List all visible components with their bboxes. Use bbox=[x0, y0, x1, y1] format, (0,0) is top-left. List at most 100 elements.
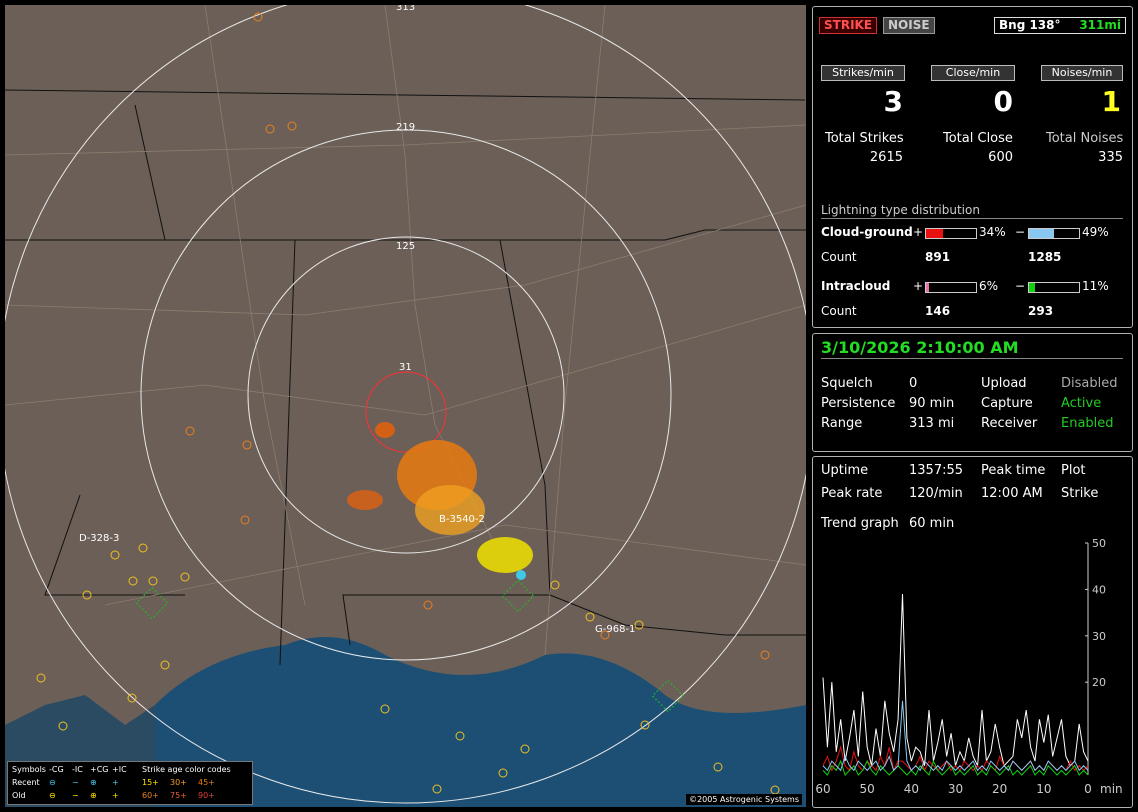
cg-negative-bar bbox=[1028, 228, 1080, 239]
plot-label: Plot bbox=[1061, 463, 1086, 478]
range-value[interactable]: 313 mi bbox=[909, 416, 955, 431]
trend-value[interactable]: 60 min bbox=[909, 516, 955, 531]
legend-pos-cg-old-icon: ⊕ bbox=[90, 791, 97, 800]
peak-rate-label: Peak rate bbox=[821, 486, 883, 501]
strike-cluster-orange bbox=[347, 422, 485, 535]
legend-pos-cg-recent-icon: ⊕ bbox=[90, 778, 97, 787]
noise-tab[interactable]: NOISE bbox=[883, 17, 935, 34]
legend-neg-ic-old-icon: − bbox=[72, 791, 79, 800]
legend-age-60: 60+ bbox=[142, 791, 159, 800]
distribution-title: Lightning type distribution bbox=[821, 203, 980, 217]
range-rings bbox=[5, 5, 806, 804]
ic-negative-count: 293 bbox=[1028, 304, 1054, 318]
x-tick-label-5: 10 bbox=[1036, 782, 1051, 796]
y-tick-label-2: 30 bbox=[1092, 630, 1106, 643]
noises-per-min-button[interactable]: Noises/min bbox=[1041, 65, 1123, 81]
capture-label: Capture bbox=[981, 396, 1033, 411]
legend-age-30: 30+ bbox=[170, 778, 187, 787]
x-unit-label: min bbox=[1100, 782, 1123, 796]
peak-rate-value: 120/min bbox=[909, 486, 963, 501]
uptime-value: 1357:55 bbox=[909, 463, 964, 478]
gulf-water bbox=[155, 637, 806, 807]
upload-label: Upload bbox=[981, 376, 1027, 391]
map-view[interactable]: 313 219 125 31 D-328-3 B-3540-2 G-968-1 … bbox=[5, 5, 806, 807]
legend-age-15: 15+ bbox=[142, 778, 159, 787]
persistence-label: Persistence bbox=[821, 396, 896, 411]
ic-positive-fill bbox=[926, 283, 929, 292]
legend-age-45: 45+ bbox=[198, 778, 215, 787]
cg-negative-count: 1285 bbox=[1028, 250, 1062, 264]
scattered-strikes bbox=[36, 543, 780, 795]
cg-negative-fill bbox=[1029, 229, 1054, 238]
range-label: Range bbox=[821, 416, 863, 431]
ic-plus-sign: + bbox=[913, 279, 924, 293]
trend-panel: Uptime 1357:55 Peak time Plot Peak rate … bbox=[812, 456, 1133, 808]
close-per-min-value: 0 bbox=[993, 85, 1013, 118]
noises-per-min-value: 1 bbox=[1101, 85, 1121, 118]
legend-age-75: 75+ bbox=[170, 791, 187, 800]
ic-count-label: Count bbox=[821, 304, 857, 318]
strikes-per-min-button[interactable]: Strikes/min bbox=[821, 65, 905, 81]
map-canvas bbox=[5, 5, 806, 807]
cg-positive-count: 891 bbox=[925, 250, 951, 264]
plot-value[interactable]: Strike bbox=[1061, 486, 1099, 501]
legend-recent-label: Recent bbox=[12, 778, 40, 787]
ic-positive-pct: 6% bbox=[979, 279, 999, 293]
station-label-b: B-3540-2 bbox=[439, 514, 485, 525]
y-tick-label-1: 40 bbox=[1092, 583, 1106, 596]
persistence-value[interactable]: 90 min bbox=[909, 396, 955, 411]
trend-series-2 bbox=[822, 759, 1089, 776]
peak-time-label: Peak time bbox=[981, 463, 1046, 478]
y-tick-label-0: 50 bbox=[1092, 537, 1106, 550]
roads bbox=[5, 5, 806, 656]
legend-col-pos-cg: +CG bbox=[90, 765, 109, 774]
cg-count-label: Count bbox=[821, 250, 857, 264]
ic-negative-bar bbox=[1028, 282, 1080, 293]
receiver-value[interactable]: Enabled bbox=[1061, 416, 1114, 431]
strikes-per-min-value: 3 bbox=[883, 85, 903, 118]
ic-positive-count: 146 bbox=[925, 304, 951, 318]
cg-minus-sign: − bbox=[1015, 225, 1026, 239]
intracloud-label: Intracloud bbox=[821, 279, 891, 293]
close-per-min-button[interactable]: Close/min bbox=[931, 65, 1015, 81]
bearing-readout: Bng 138° 311mi bbox=[994, 17, 1126, 34]
ic-negative-pct: 11% bbox=[1082, 279, 1109, 293]
ring-label-outer: 313 bbox=[396, 5, 416, 13]
uptime-label: Uptime bbox=[821, 463, 869, 478]
datetime-display: 3/10/2026 2:10:00 AM bbox=[821, 338, 1019, 357]
settings-divider bbox=[821, 358, 1123, 359]
cg-plus-sign: + bbox=[913, 225, 924, 239]
legend-neg-cg-old-icon: ⊖ bbox=[49, 791, 56, 800]
bearing-value: Bng 138° bbox=[999, 18, 1061, 32]
ic-minus-sign: − bbox=[1015, 279, 1026, 293]
cg-negative-pct: 49% bbox=[1082, 225, 1109, 239]
x-tick-label-3: 30 bbox=[948, 782, 963, 796]
trend-series-3 bbox=[822, 700, 1089, 772]
legend-col-neg-ic: -IC bbox=[72, 765, 83, 774]
state-borders bbox=[5, 89, 806, 666]
distance-value: 311mi bbox=[1079, 18, 1121, 32]
cg-positive-fill bbox=[926, 229, 943, 238]
legend-col-pos-ic: +IC bbox=[112, 765, 127, 774]
ring-label-inner: 31 bbox=[399, 362, 412, 373]
scattered-old-strikes bbox=[185, 12, 770, 660]
x-tick-label-2: 40 bbox=[904, 782, 919, 796]
legend-neg-cg-recent-icon: ⊖ bbox=[49, 778, 56, 787]
trend-graph: 50 40 30 20 60 50 40 30 20 10 0 min bbox=[815, 537, 1123, 796]
capture-value[interactable]: Active bbox=[1061, 396, 1102, 411]
x-tick-label-0: 60 bbox=[815, 782, 830, 796]
total-strikes-value: 2615 bbox=[869, 150, 903, 165]
settings-panel: 3/10/2026 2:10:00 AM Squelch 0 Upload Di… bbox=[812, 333, 1133, 452]
legend-pos-ic-recent-icon: + bbox=[112, 778, 119, 787]
legend-age-90: 90+ bbox=[198, 791, 215, 800]
upload-value[interactable]: Disabled bbox=[1061, 376, 1118, 391]
strike-status-panel: STRIKE NOISE Bng 138° 311mi Strikes/min … bbox=[812, 6, 1133, 328]
distribution-divider bbox=[821, 218, 1123, 219]
squelch-value[interactable]: 0 bbox=[909, 376, 918, 391]
strike-tab[interactable]: STRIKE bbox=[819, 17, 878, 34]
station-label-g: G-968-1 bbox=[595, 624, 636, 635]
ring-label-3: 125 bbox=[396, 241, 416, 252]
legend-old-label: Old bbox=[12, 791, 26, 800]
ic-negative-fill bbox=[1029, 283, 1035, 292]
cg-positive-bar bbox=[925, 228, 977, 239]
